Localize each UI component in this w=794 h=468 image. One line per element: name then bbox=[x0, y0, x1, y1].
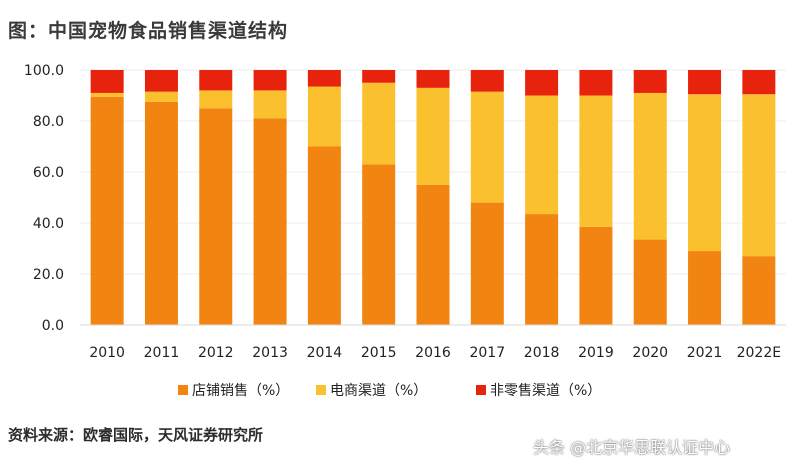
bar-segment-series-0 bbox=[90, 96, 124, 325]
bar-segment-series-1 bbox=[742, 94, 776, 257]
bar-segment-series-1 bbox=[579, 95, 613, 227]
y-tick-label: 80.0 bbox=[33, 114, 64, 130]
bar-segment-series-1 bbox=[90, 92, 124, 97]
bar-segment-series-0 bbox=[307, 146, 341, 325]
x-tick-label: 2020 bbox=[632, 345, 668, 361]
y-tick-label: 40.0 bbox=[33, 216, 64, 232]
x-tick-label: 2012 bbox=[198, 345, 234, 361]
bar-segment-series-2 bbox=[525, 70, 559, 96]
bar-segment-series-1 bbox=[199, 90, 233, 109]
bar-segment-series-0 bbox=[742, 256, 776, 325]
x-tick-label: 2022E bbox=[737, 345, 781, 361]
bar-segment-series-1 bbox=[144, 91, 178, 102]
bar-segment-series-2 bbox=[90, 70, 124, 93]
bar-segment-series-0 bbox=[253, 118, 287, 325]
x-tick-label: 2015 bbox=[361, 345, 397, 361]
x-tick-label: 2018 bbox=[524, 345, 560, 361]
legend-swatch bbox=[476, 385, 486, 395]
y-tick-label: 60.0 bbox=[33, 165, 64, 181]
source-note: 资料来源：欧睿国际，天风证券研究所 bbox=[8, 426, 264, 444]
chart-title: 图：中国宠物食品销售渠道结构 bbox=[8, 20, 289, 42]
x-tick-label: 2013 bbox=[252, 345, 288, 361]
bar-segment-series-1 bbox=[633, 92, 667, 240]
bar-segment-series-2 bbox=[199, 70, 233, 91]
x-axis-ticks: 2010 2011 2012 2013 2014 2015 2016 2017 2018 2019… bbox=[89, 345, 781, 361]
bar-segment-series-1 bbox=[307, 86, 341, 147]
bar-segment-series-0 bbox=[688, 251, 722, 325]
y-tick-label: 20.0 bbox=[33, 267, 64, 283]
legend-label: 电商渠道（%） bbox=[330, 383, 427, 399]
bar-segment-series-0 bbox=[199, 108, 233, 325]
legend-swatch bbox=[316, 385, 326, 395]
legend-label: 非零售渠道（%） bbox=[490, 383, 601, 399]
x-tick-label: 2011 bbox=[144, 345, 180, 361]
bar-segment-series-1 bbox=[362, 82, 396, 165]
legend-swatch bbox=[178, 385, 188, 395]
bar-segment-series-0 bbox=[144, 101, 178, 326]
y-tick-label: 0.0 bbox=[42, 318, 64, 334]
y-tick-label: 100.0 bbox=[24, 63, 64, 79]
x-tick-label: 2010 bbox=[89, 345, 125, 361]
bar-segment-series-2 bbox=[362, 70, 396, 83]
bars bbox=[90, 70, 776, 326]
bar-segment-series-1 bbox=[253, 90, 287, 119]
bar-segment-series-2 bbox=[253, 70, 287, 91]
bar-segment-series-2 bbox=[144, 70, 178, 92]
bar-segment-series-2 bbox=[688, 70, 722, 95]
x-tick-label: 2021 bbox=[687, 345, 723, 361]
bar-segment-series-2 bbox=[416, 70, 450, 88]
bar-segment-series-0 bbox=[525, 214, 559, 325]
bar-segment-series-0 bbox=[362, 164, 396, 325]
bar-segment-series-0 bbox=[470, 202, 504, 325]
bar-segment-series-1 bbox=[416, 87, 450, 185]
x-tick-label: 2017 bbox=[469, 345, 505, 361]
legend: 店铺销售（%） 电商渠道（%） 非零售渠道（%） bbox=[178, 383, 601, 399]
bar-segment-series-0 bbox=[579, 226, 613, 325]
bar-segment-series-2 bbox=[307, 70, 341, 87]
bar-segment-series-1 bbox=[470, 91, 504, 203]
bar-segment-series-2 bbox=[633, 70, 667, 93]
watermark: 头条 @北京华思联认证中心 bbox=[533, 438, 731, 457]
bar-segment-series-0 bbox=[416, 184, 450, 325]
y-axis-ticks: 0.0 20.0 40.0 60.0 80.0 100.0 bbox=[24, 63, 64, 334]
bar-segment-series-2 bbox=[579, 70, 613, 96]
x-tick-label: 2019 bbox=[578, 345, 614, 361]
x-tick-label: 2016 bbox=[415, 345, 451, 361]
x-tick-label: 2014 bbox=[307, 345, 343, 361]
bar-segment-series-0 bbox=[633, 239, 667, 325]
bar-segment-series-2 bbox=[470, 70, 504, 92]
bar-segment-series-1 bbox=[525, 95, 559, 215]
bar-segment-series-1 bbox=[688, 94, 722, 252]
legend-label: 店铺销售（%） bbox=[192, 383, 289, 399]
bar-segment-series-2 bbox=[742, 70, 776, 95]
